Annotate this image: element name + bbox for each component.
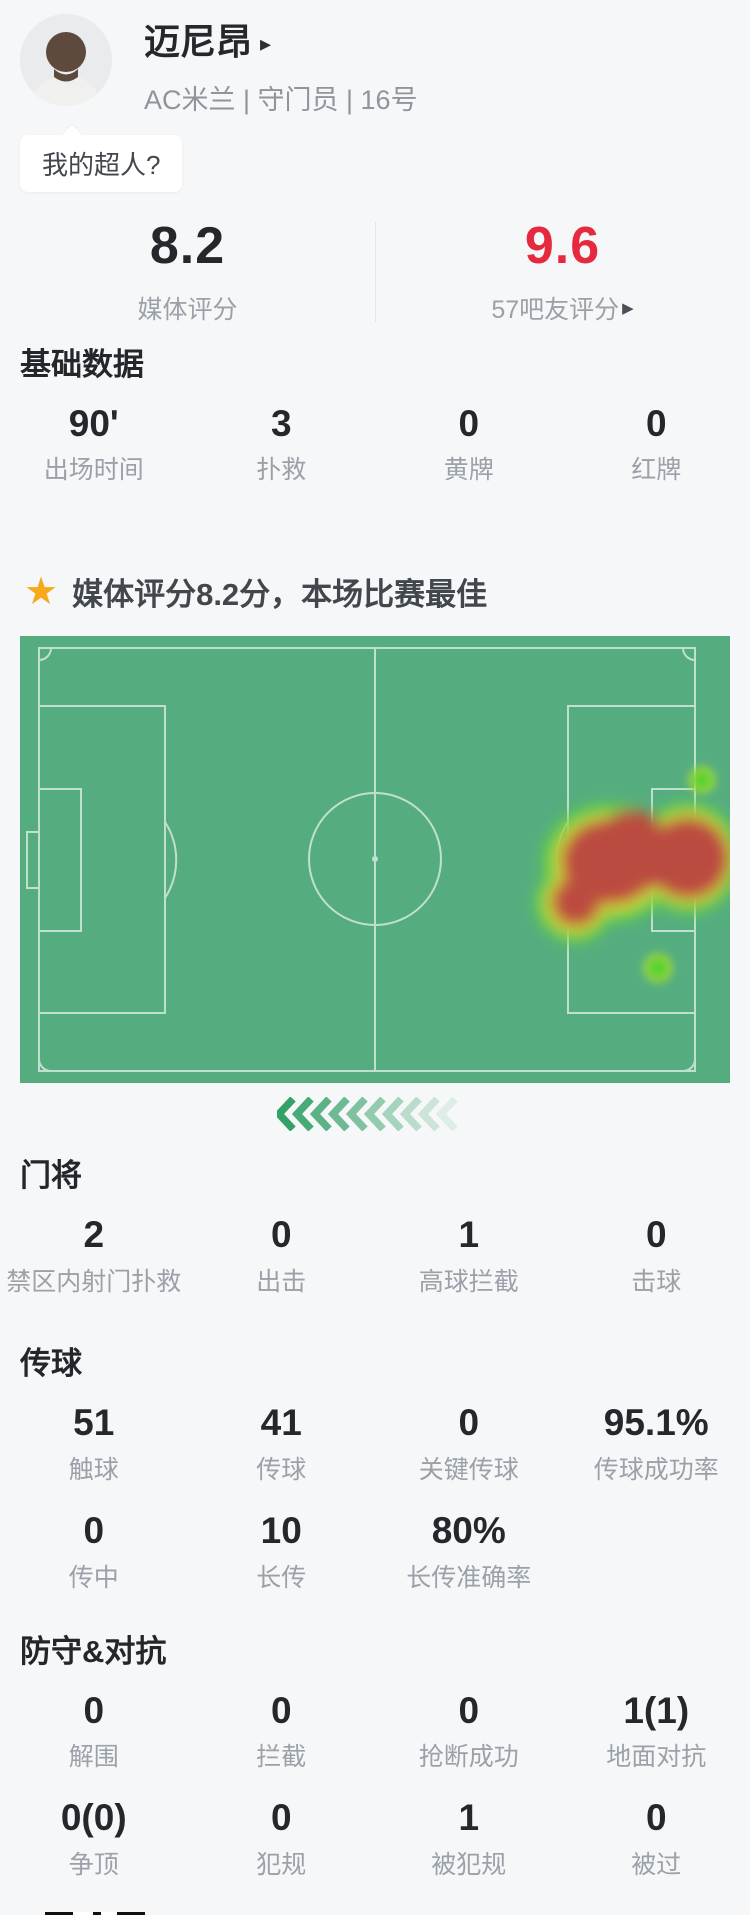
player-photo-placeholder — [20, 14, 112, 106]
player-tag-bubble: 我的超人? — [20, 124, 183, 192]
ratings-row: 8.2 媒体评分 9.6 57吧友评分 ▶ — [0, 216, 750, 326]
player-team-position: AC米兰 | 守门员 | 16号 — [144, 84, 418, 115]
section-passing-title: 传球 — [20, 1346, 82, 1382]
stat-empty-spacer — [563, 1511, 750, 1593]
attack-direction-indicator — [0, 1097, 750, 1132]
stat-red-cards: 0 红牌 — [631, 402, 682, 485]
fan-rating-label: 57吧友评分 — [491, 295, 620, 324]
pitch-svg — [20, 636, 730, 1084]
stat-long-ball-accuracy: 80% 长传准确率 — [406, 1509, 532, 1592]
stat-high-claims: 1 高球拦截 — [418, 1214, 519, 1297]
match-best-highlight: ★ 媒体评分8.2分，本场比赛最佳 — [24, 569, 750, 614]
header: 迈尼昂 ▸ AC米兰 | 守门员 | 16号 我的超人? — [0, 0, 750, 192]
player-avatar[interactable] — [20, 14, 112, 106]
section-defense: 防守&对抗 0 解围 0 拦截 0 抢断成功 1(1) 地面对抗 0(0) 争顶 — [0, 1633, 750, 1880]
stat-box-shot-saves: 2 禁区内射门扑救 — [6, 1214, 182, 1297]
section-goalkeeper: 门将 2 禁区内射门扑救 0 出击 1 高球拦截 0 击球 — [0, 1159, 750, 1297]
stat-long-balls: 10 长传 — [256, 1509, 307, 1592]
stat-pass-accuracy: 95.1% 传球成功率 — [593, 1402, 719, 1484]
stat-punches: 0 击球 — [631, 1214, 682, 1297]
stat-runs-out: 0 出击 — [256, 1214, 307, 1297]
stat-dribbled-past: 0 被过 — [631, 1797, 682, 1880]
heatmap-blobs — [535, 766, 730, 984]
stat-fouled: 1 被犯规 — [431, 1797, 507, 1880]
section-passing: 传球 51 触球 41 传球 0 关键传球 95.1% 传球成功率 0 传中 — [0, 1347, 750, 1592]
stat-minutes: 90' 出场时间 — [43, 402, 144, 485]
qr-code — [45, 1912, 145, 1915]
section-basic-title: 基础数据 — [20, 346, 144, 382]
stat-aerial-duels: 0(0) 争顶 — [60, 1797, 127, 1880]
chevrons-left-icon — [277, 1097, 458, 1132]
section-basic: 基础数据 90' 出场时间 3 扑救 0 黄牌 0 红牌 — [0, 346, 750, 486]
stat-ground-duels: 1(1) 地面对抗 — [606, 1689, 707, 1772]
stat-fouls: 0 犯规 — [256, 1797, 307, 1880]
stat-touches: 51 触球 — [68, 1402, 119, 1484]
fan-rating[interactable]: 9.6 57吧友评分 ▶ — [375, 216, 750, 326]
stat-tackles-won: 0 抢断成功 — [418, 1689, 519, 1772]
stat-crosses: 0 传中 — [68, 1509, 119, 1592]
highlight-text: 媒体评分8.2分，本场比赛最佳 — [72, 577, 488, 613]
star-icon: ★ — [24, 570, 59, 613]
player-name: 迈尼昂 — [144, 21, 253, 62]
stat-clearances: 0 解围 — [68, 1689, 119, 1772]
stat-yellow-cards: 0 黄牌 — [443, 402, 494, 485]
stat-key-passes: 0 关键传球 — [418, 1402, 519, 1484]
chevron-right-icon: ▸ — [260, 30, 272, 56]
ratings-divider — [375, 221, 376, 322]
player-name-row[interactable]: 迈尼昂 ▸ — [144, 22, 418, 62]
media-rating-value: 8.2 — [149, 216, 226, 275]
media-rating-label: 媒体评分 — [137, 295, 238, 324]
stat-passes: 41 传球 — [256, 1402, 307, 1484]
bubble-text: 我的超人? — [20, 134, 183, 192]
media-rating: 8.2 媒体评分 — [0, 216, 375, 326]
heatmap-dots — [643, 766, 716, 984]
section-goalkeeper-title: 门将 — [20, 1158, 82, 1194]
footer: 直播吧APP 体育赛事资讯平台 — [45, 1912, 750, 1915]
stat-saves: 3 扑救 — [256, 402, 307, 485]
fan-rating-value: 9.6 — [524, 216, 601, 275]
arrow-right-icon: ▶ — [622, 299, 634, 317]
stat-interceptions: 0 拦截 — [256, 1689, 307, 1772]
heatmap-pitch — [20, 636, 730, 1084]
section-defense-title: 防守&对抗 — [20, 1633, 167, 1669]
